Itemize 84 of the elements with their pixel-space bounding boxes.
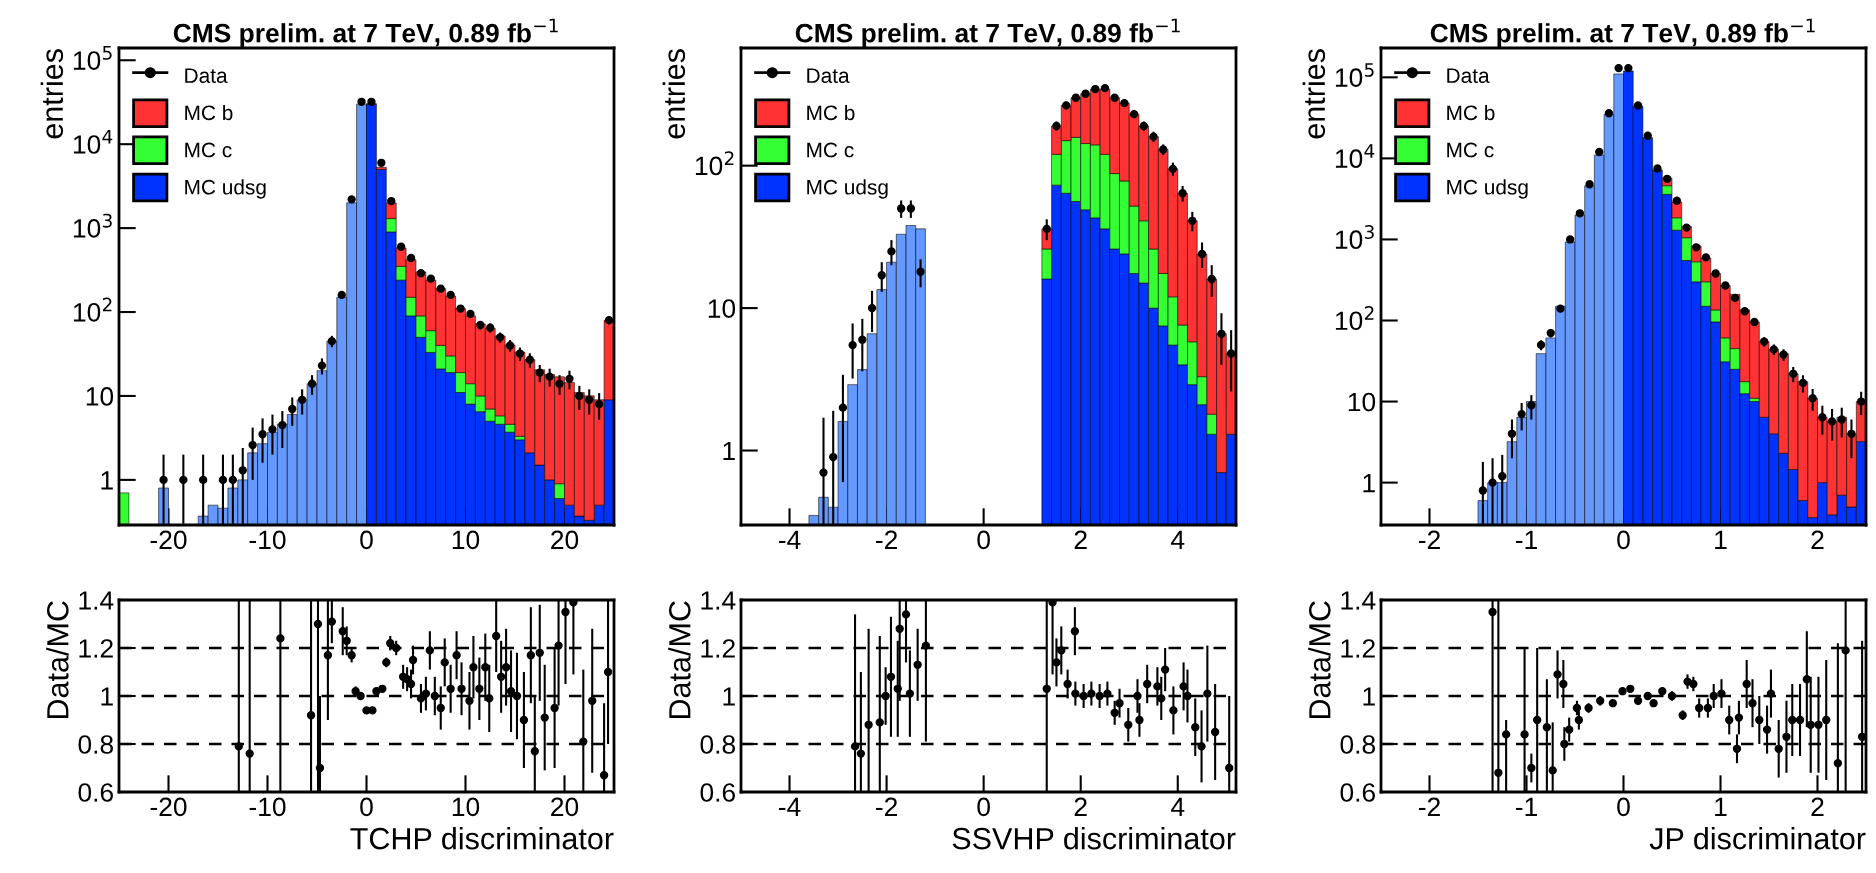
- x-tick-label: 20: [551, 797, 579, 817]
- chart-title: CMS prelim. at 7 TeV, 0.89 fb$^{−1}$: [173, 18, 558, 48]
- y-tick-label: 10: [708, 299, 736, 318]
- y-axis-title: entries: [1302, 49, 1326, 139]
- x-tick-label: 0: [360, 797, 373, 817]
- y-tick-label: 1: [723, 687, 735, 706]
- x-tick-label: 4: [1171, 797, 1185, 816]
- legend-label: MC c: [185, 142, 232, 158]
- y-tick-label: 10$^{2}$: [1335, 306, 1374, 331]
- x-tick-label: -4: [778, 530, 801, 549]
- x-tick-label: 10: [452, 797, 480, 817]
- y-tick-label: 1: [723, 441, 735, 461]
- y-axis-title: Data/MC: [668, 601, 691, 719]
- x-tick-label: -2: [1418, 797, 1440, 816]
- legend-label: MC udsg: [1447, 179, 1528, 199]
- y-tick-label: 1.2: [79, 639, 113, 658]
- y-tick-label: 1.4: [79, 591, 114, 610]
- legend-label: Data: [1447, 68, 1490, 83]
- x-tick-label: -2: [876, 797, 897, 816]
- legend-label: MC b: [807, 104, 855, 121]
- y-tick-label: 0.8: [1340, 735, 1375, 754]
- y-tick-label: 10$^{3}$: [73, 213, 112, 238]
- x-tick-label: 0: [1617, 530, 1630, 550]
- y-tick-label: 0.6: [78, 783, 113, 802]
- x-tick-label: 0: [977, 530, 990, 550]
- chart-title: CMS prelim. at 7 TeV, 0.89 fb$^{−1}$: [1430, 18, 1815, 48]
- legend-label: Data: [807, 68, 850, 83]
- y-axis-title: Data/MC: [1308, 601, 1331, 719]
- x-tick-label: -4: [778, 797, 801, 816]
- y-axis-title: Data/MC: [46, 601, 69, 719]
- y-tick-label: 10$^{2}$: [695, 151, 734, 176]
- y-axis-title: entries: [40, 49, 64, 139]
- y-tick-label: 10$^{4}$: [73, 130, 113, 154]
- legend-label: MC b: [1447, 104, 1495, 121]
- y-tick-label: 1: [101, 687, 113, 706]
- y-tick-label: 1: [1363, 687, 1375, 706]
- x-axis-title: SSVHP discriminator: [952, 827, 1236, 850]
- legend-label: MC udsg: [185, 179, 266, 199]
- y-tick-label: 1: [1363, 474, 1375, 493]
- x-tick-label: 0: [360, 530, 373, 550]
- x-tick-label: -1: [1515, 530, 1537, 549]
- legend-label: MC udsg: [807, 179, 888, 199]
- x-axis-title: JP discriminator: [1649, 827, 1866, 850]
- y-axis-title: entries: [662, 49, 686, 139]
- y-tick-label: 0.6: [700, 783, 735, 802]
- y-tick-label: 0.8: [78, 735, 113, 754]
- y-tick-label: 1.2: [701, 639, 735, 658]
- chart-title: CMS prelim. at 7 TeV, 0.89 fb$^{−1}$: [795, 18, 1180, 48]
- legend-label: MC b: [185, 104, 233, 121]
- x-tick-label: 1: [1715, 530, 1727, 549]
- y-tick-label: 10$^{2}$: [73, 297, 112, 322]
- x-tick-label: -1: [1515, 797, 1537, 816]
- y-tick-label: 1: [101, 471, 113, 490]
- legend-label: Data: [185, 68, 228, 83]
- x-tick-label: -10: [249, 797, 286, 817]
- x-tick-label: 10: [452, 530, 480, 550]
- x-tick-label: -20: [150, 797, 187, 817]
- x-tick-label: 2: [1074, 797, 1087, 816]
- x-tick-label: 0: [977, 797, 990, 817]
- y-tick-label: 0.6: [1340, 783, 1375, 802]
- y-tick-label: 10$^{5}$: [1335, 63, 1374, 87]
- x-tick-label: -20: [150, 530, 187, 550]
- y-tick-label: 10: [86, 387, 114, 406]
- x-tick-label: 0: [1617, 797, 1630, 817]
- x-tick-label: 20: [551, 530, 579, 550]
- x-tick-label: -2: [876, 530, 897, 549]
- x-tick-label: 1: [1715, 797, 1727, 816]
- x-tick-label: 2: [1811, 530, 1824, 549]
- legend-label: MC c: [807, 142, 854, 158]
- y-tick-label: 10$^{3}$: [1335, 224, 1374, 250]
- x-tick-label: 2: [1811, 797, 1824, 816]
- y-tick-label: 1.4: [701, 591, 736, 610]
- y-tick-label: 10$^{4}$: [1335, 144, 1375, 169]
- y-tick-label: 1.2: [1341, 639, 1375, 658]
- y-tick-label: 0.8: [700, 735, 735, 754]
- legend-label: MC c: [1447, 142, 1494, 158]
- y-tick-label: 10$^{5}$: [73, 46, 112, 70]
- x-tick-label: -2: [1418, 530, 1440, 549]
- x-axis-title: TCHP discriminator: [350, 827, 614, 850]
- y-tick-label: 1.4: [1341, 591, 1376, 610]
- x-tick-label: 4: [1171, 530, 1185, 549]
- y-tick-label: 10: [1348, 392, 1376, 412]
- x-tick-label: 2: [1074, 530, 1087, 549]
- x-tick-label: -10: [249, 530, 286, 550]
